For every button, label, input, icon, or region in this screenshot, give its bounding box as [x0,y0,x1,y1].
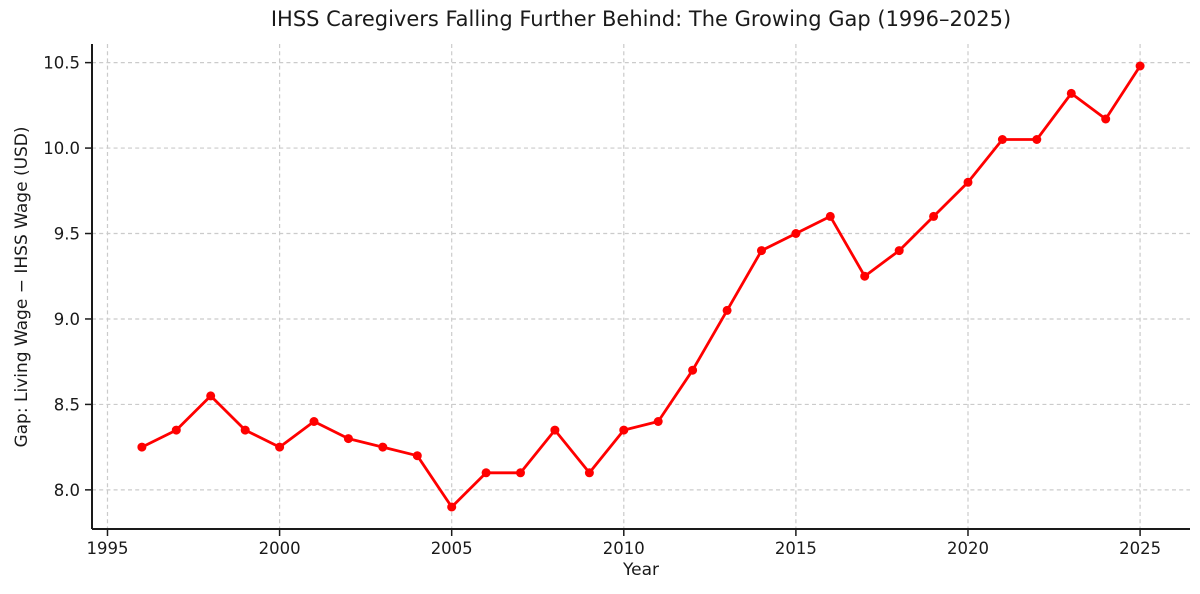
data-point-marker [309,417,319,426]
x-tick-label: 2010 [603,539,645,558]
data-point-marker [688,365,698,375]
data-point-marker [929,211,939,221]
y-tick-label: 9.0 [54,310,80,329]
data-point-marker [481,468,491,478]
data-point-marker [275,442,285,452]
data-point-marker [619,425,629,435]
data-point-marker [206,391,216,401]
data-point-marker [1101,114,1111,124]
chart-title: IHSS Caregivers Falling Further Behind: … [270,7,1012,31]
data-point-marker [860,271,870,281]
x-tick-label: 1995 [86,539,128,558]
x-tick-label: 2000 [259,539,301,558]
data-point-marker [171,425,181,435]
data-point-marker [653,417,663,426]
data-point-marker [997,135,1007,144]
data-point-marker [791,229,801,238]
data-point-marker [343,434,353,444]
data-point-marker [240,425,250,435]
x-tick-label: 2020 [947,539,989,558]
data-point-marker [412,451,422,461]
data-line [140,64,1142,509]
data-point-marker [584,468,594,478]
y-tick-label: 9.5 [54,225,80,244]
data-point-marker [963,177,973,187]
x-tick-label: 2015 [775,539,817,558]
x-tick-label: 2005 [431,539,473,558]
x-axis-label: Year [623,560,659,580]
data-point-marker [825,211,835,221]
data-point-marker [1135,61,1145,71]
y-tick-label: 10.0 [43,139,80,158]
y-tick-label: 10.5 [43,54,80,73]
data-point-marker [447,502,457,512]
data-point-marker [757,246,766,256]
data-point-marker [1066,88,1076,98]
y-tick-label: 8.5 [54,395,80,414]
y-tick-label: 8.0 [54,481,80,500]
data-point-marker [137,442,147,452]
data-point-marker [550,425,560,435]
data-point-marker [516,468,525,478]
data-point-marker [722,305,732,315]
data-point-marker [1032,135,1042,144]
x-tick-label: 2025 [1119,539,1161,558]
data-point-marker [894,246,904,256]
data-point-marker [378,442,388,452]
